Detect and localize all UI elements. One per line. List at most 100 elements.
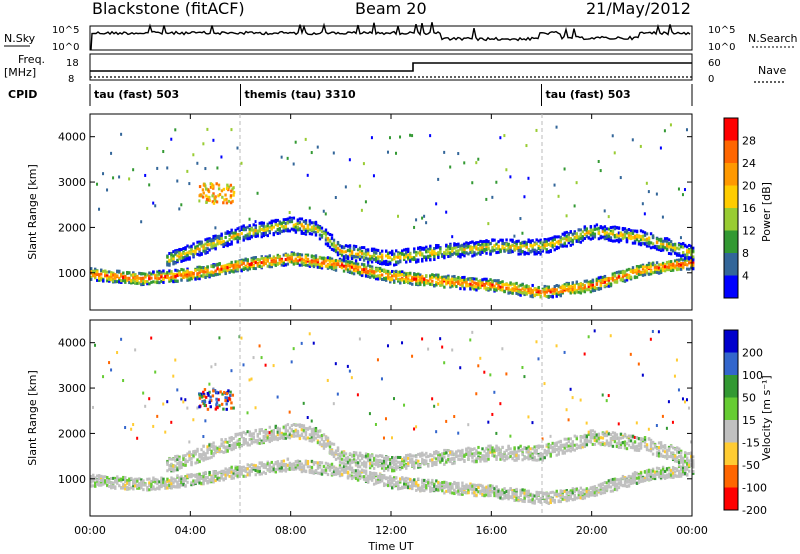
echo-pixel (180, 252, 183, 256)
echo-pixel (252, 436, 255, 440)
echo-pixel (205, 200, 208, 204)
echo-pixel (336, 470, 340, 474)
echo-pixel (603, 225, 607, 229)
echo-pixel (358, 272, 362, 276)
echo-pixel (294, 257, 298, 261)
echo-pixel (220, 438, 223, 442)
echo-pixel (262, 221, 265, 225)
echo-pixel (230, 189, 233, 193)
echo-pixel (409, 252, 412, 256)
echo-pixel (310, 433, 314, 437)
echo-pixel (212, 238, 215, 242)
echo-pixel (166, 479, 169, 483)
echo-pixel (525, 144, 528, 148)
echo-pixel (417, 275, 420, 279)
echo-pixel (220, 474, 223, 478)
echo-pixel (352, 262, 356, 266)
echo-pixel (597, 159, 600, 163)
echo-pixel (338, 474, 342, 478)
echo-pixel (378, 270, 382, 274)
echo-pixel (673, 251, 677, 255)
echo-pixel (509, 238, 512, 242)
echo-pixel (144, 173, 147, 177)
echo-pixel (104, 480, 107, 484)
echo-pixel (657, 266, 661, 270)
echo-pixel (332, 262, 336, 266)
echo-pixel (519, 252, 522, 256)
echo-pixel (637, 265, 641, 269)
echo-pixel (170, 486, 173, 490)
echo-pixel (629, 268, 633, 272)
echo-pixel (675, 268, 679, 272)
echo-pixel (352, 469, 356, 473)
echo-pixel (208, 456, 211, 460)
echo-pixel (603, 232, 607, 236)
echo-pixel (491, 245, 494, 249)
echo-pixel (254, 220, 257, 224)
echo-pixel (393, 279, 396, 283)
echo-pixel (236, 265, 239, 269)
echo-pixel (487, 288, 490, 292)
echo-pixel (192, 249, 195, 253)
echo-pixel (362, 270, 366, 274)
echo-pixel (190, 456, 193, 460)
echo-pixel (178, 479, 181, 483)
echo-pixel (172, 272, 175, 276)
echo-pixel (250, 377, 253, 381)
echo-pixel (595, 286, 599, 290)
echo-pixel (234, 228, 237, 232)
echo-pixel (425, 274, 428, 278)
echo-pixel (519, 288, 522, 292)
echo-pixel (256, 438, 259, 442)
echo-pixel (232, 270, 235, 274)
echo-pixel (368, 272, 372, 276)
echo-pixel (282, 462, 286, 466)
echo-pixel (246, 268, 249, 272)
echo-pixel (499, 248, 502, 252)
echo-pixel (433, 257, 436, 261)
echo-pixel (224, 476, 227, 480)
echo-pixel (316, 439, 320, 443)
echo-pixel (523, 241, 526, 245)
echo-pixel (655, 247, 659, 251)
echo-pixel (342, 257, 346, 261)
echo-pixel (306, 253, 310, 257)
echo-pixel (190, 460, 193, 464)
echo-pixel (437, 177, 440, 181)
echo-pixel (136, 281, 139, 285)
echo-pixel (224, 272, 227, 276)
echo-pixel (186, 406, 189, 410)
echo-pixel (481, 283, 484, 287)
echo-pixel (224, 447, 227, 451)
echo-pixel (216, 477, 219, 481)
echo-pixel (212, 453, 215, 457)
echo-pixel (205, 194, 208, 198)
echo-pixel (250, 438, 253, 442)
echo-pixel (575, 181, 578, 185)
echo-pixel (270, 434, 273, 438)
echo-pixel (541, 249, 544, 253)
echo-pixel (292, 429, 296, 433)
echo-pixel (320, 443, 324, 447)
echo-pixel (221, 195, 224, 199)
echo-pixel (134, 477, 137, 481)
echo-pixel (290, 360, 293, 364)
echo-pixel (553, 237, 556, 241)
echo-pixel (491, 285, 494, 289)
echo-pixel (370, 274, 374, 278)
echo-pixel (214, 451, 217, 455)
echo-pixel (90, 267, 93, 271)
echo-pixel (188, 278, 191, 282)
echo-pixel (437, 275, 440, 279)
echo-pixel (224, 235, 227, 239)
echo-pixel (266, 224, 269, 228)
echo-pixel (651, 242, 655, 246)
echo-pixel (673, 246, 677, 250)
echo-pixel (166, 400, 169, 404)
echo-pixel (358, 184, 361, 188)
echo-pixel (256, 234, 259, 238)
echo-pixel (376, 248, 380, 252)
echo-pixel (409, 271, 412, 275)
echo-pixel (166, 166, 169, 170)
echo-pixel (553, 291, 556, 295)
